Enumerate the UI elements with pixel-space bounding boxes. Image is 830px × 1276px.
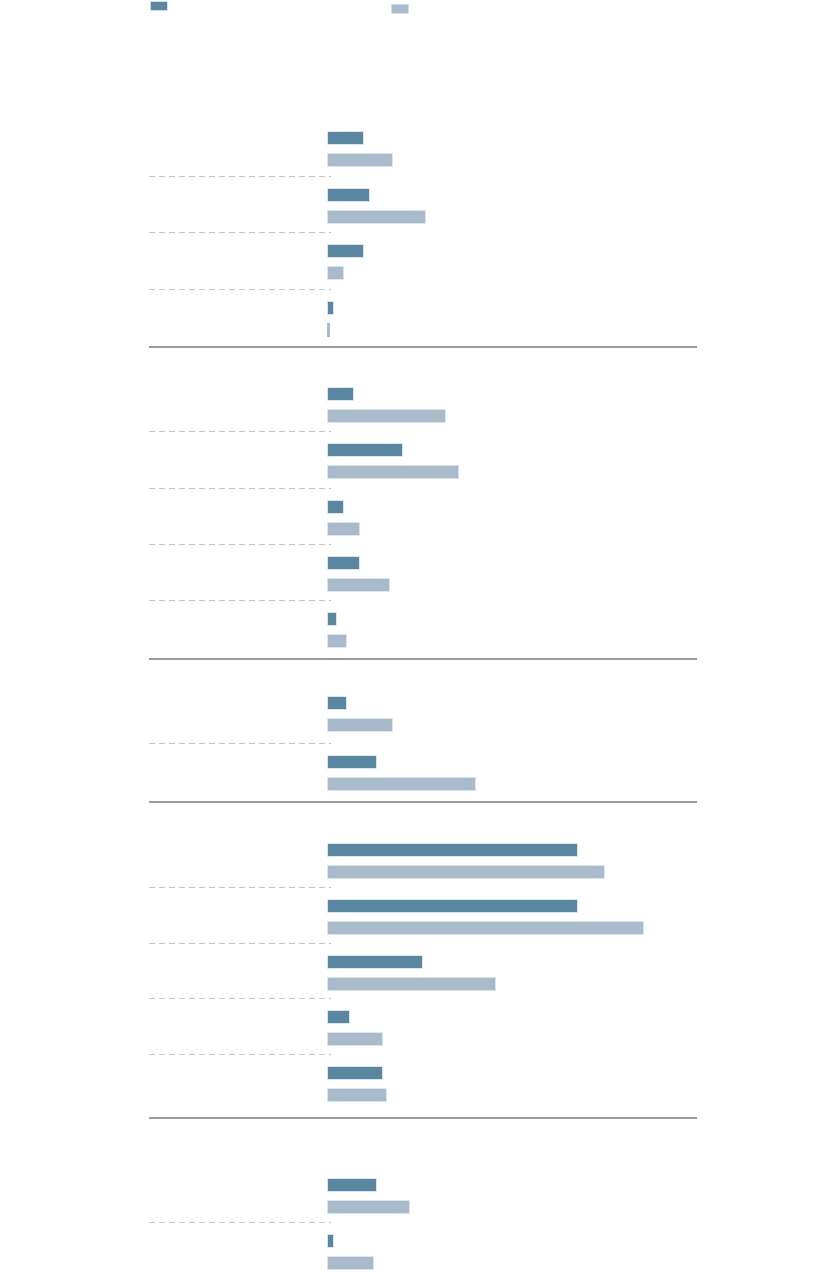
bar-dark [327,1066,383,1080]
group-divider-line [149,346,697,348]
bar-light [327,718,393,732]
row-separator-dashed [149,1222,331,1223]
bar-light [327,1256,374,1270]
bar-light [327,409,446,423]
bar-dark [327,556,360,570]
bar-dark [327,1178,377,1192]
bar-light [327,266,344,280]
bar-dark [327,244,364,258]
bar-dark [327,755,377,769]
row-separator-dashed [149,544,331,545]
bar-light [327,465,459,479]
row-separator-dashed [149,232,331,233]
row-separator-dashed [149,176,331,177]
bar-dark [327,131,364,145]
row-separator-dashed [149,887,331,888]
bar-light [327,921,644,935]
bar-dark [327,612,337,626]
bar-light [327,210,426,224]
bar-dark [327,955,423,969]
bar-light [327,977,496,991]
row-separator-dashed [149,488,331,489]
row-separator-dashed [149,743,331,744]
bar-light [327,1200,410,1214]
bar-light [327,578,390,592]
bar-dark [327,696,347,710]
bar-dark [327,1010,350,1024]
bar-dark [327,443,403,457]
bar-light [327,153,393,167]
row-separator-dashed [149,998,331,999]
group-divider-line [149,801,697,803]
row-separator-dashed [149,600,331,601]
row-separator-dashed [149,943,331,944]
bar-dark [327,899,578,913]
bar-dark [327,1234,334,1248]
bar-dark [327,387,354,401]
group-divider-line [149,658,697,660]
bar-dark [327,500,344,514]
bar-dark [327,843,578,857]
bar-light [327,865,605,879]
bar-light [327,634,347,648]
bar-light [327,777,476,791]
bar-dark [327,188,370,202]
legend-swatch-dark [150,1,168,11]
bar-chart [0,0,830,1276]
bar-dark [327,301,334,315]
bar-light [327,323,330,337]
group-divider-line [149,1117,697,1119]
bar-light [327,522,360,536]
legend-swatch-light [391,4,409,14]
row-separator-dashed [149,289,331,290]
bar-light [327,1032,383,1046]
row-separator-dashed [149,1054,331,1055]
row-separator-dashed [149,431,331,432]
bar-light [327,1088,387,1102]
